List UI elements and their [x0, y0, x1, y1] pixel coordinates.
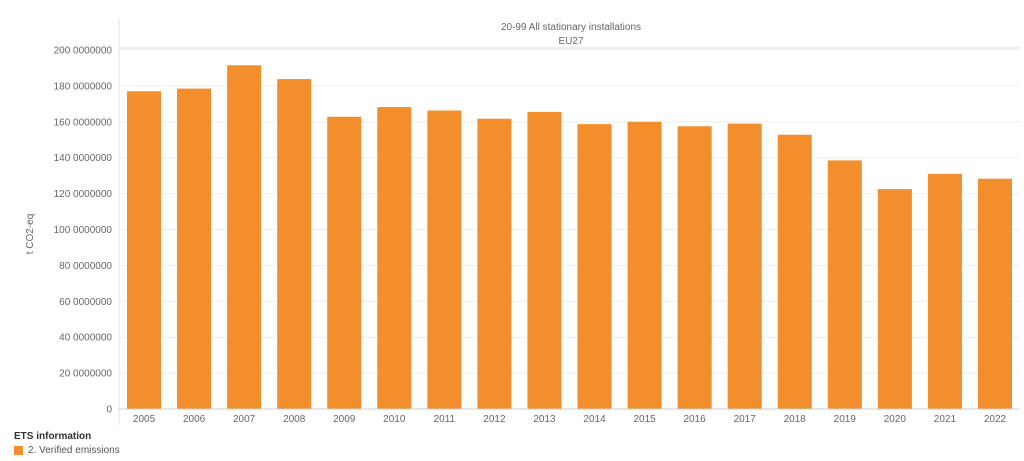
legend-swatch — [14, 446, 23, 455]
bar[interactable] — [977, 178, 1012, 409]
bar[interactable] — [377, 107, 412, 410]
bar[interactable] — [877, 189, 912, 409]
bar[interactable] — [127, 91, 162, 409]
legend-item-label: 2. Verified emissions — [28, 445, 120, 456]
bar[interactable] — [627, 121, 662, 410]
x-tick-label: 2014 — [583, 414, 606, 425]
x-tick-label: 2010 — [383, 414, 406, 425]
gridlines — [119, 49, 1020, 410]
legend-title: ETS information — [14, 431, 92, 442]
bar[interactable] — [827, 160, 862, 409]
y-axis-label: t CO2-eq — [25, 214, 36, 255]
y-tick-label: 180 0000000 — [54, 81, 113, 92]
bar[interactable] — [677, 126, 712, 409]
bar[interactable] — [177, 88, 212, 409]
chart-title: 20-99 All stationary installations — [501, 22, 641, 33]
chart-subtitle: EU27 — [558, 36, 583, 47]
x-tick-label: 2012 — [483, 414, 506, 425]
x-tick-labels: 2005 2006 2007 2008 2009 2010 2011 2012 2013 2014… — [133, 414, 1007, 425]
x-tick-label: 2005 — [133, 414, 156, 425]
y-tick-label: 120 0000000 — [54, 189, 113, 200]
bar[interactable] — [527, 111, 562, 410]
bar[interactable] — [427, 110, 462, 409]
x-tick-label: 2015 — [633, 414, 656, 425]
y-tick-labels: 0 20 0000000 40 0000000 60 0000000 80 000000… — [54, 46, 113, 416]
x-tick-label: 2022 — [984, 414, 1007, 425]
x-tick-label: 2013 — [533, 414, 556, 425]
y-tick-label: 200 0000000 — [54, 46, 113, 57]
bar[interactable] — [227, 65, 262, 409]
x-tick-label: 2019 — [834, 414, 857, 425]
x-tick-label: 2021 — [934, 414, 957, 425]
y-tick-label: 160 0000000 — [54, 117, 113, 128]
bar-series — [127, 65, 1012, 410]
bar[interactable] — [927, 173, 962, 409]
y-tick-label: 100 0000000 — [54, 225, 113, 236]
y-tick-label: 80 0000000 — [59, 261, 112, 272]
bar[interactable] — [777, 134, 812, 409]
bar[interactable] — [277, 79, 312, 409]
y-tick-label: 40 0000000 — [59, 333, 112, 344]
bar[interactable] — [477, 118, 512, 409]
y-tick-label: 20 0000000 — [59, 369, 112, 380]
x-tick-label: 2009 — [333, 414, 356, 425]
y-tick-label: 0 — [106, 405, 112, 416]
x-tick-label: 2018 — [784, 414, 807, 425]
bar[interactable] — [327, 116, 362, 410]
x-tick-label: 2017 — [734, 414, 757, 425]
y-tick-label: 140 0000000 — [54, 153, 113, 164]
x-tick-label: 2008 — [283, 414, 306, 425]
x-tick-label: 2020 — [884, 414, 907, 425]
bar[interactable] — [727, 123, 762, 409]
axes — [118, 18, 1020, 425]
x-tick-label: 2007 — [233, 414, 256, 425]
legend: ETS information 2. Verified emissions — [14, 431, 120, 456]
bar[interactable] — [577, 124, 612, 410]
x-tick-label: 2006 — [183, 414, 206, 425]
y-tick-label: 60 0000000 — [59, 297, 112, 308]
legend-item[interactable]: 2. Verified emissions — [14, 445, 120, 456]
x-tick-label: 2011 — [434, 414, 456, 425]
x-tick-label: 2016 — [684, 414, 707, 425]
